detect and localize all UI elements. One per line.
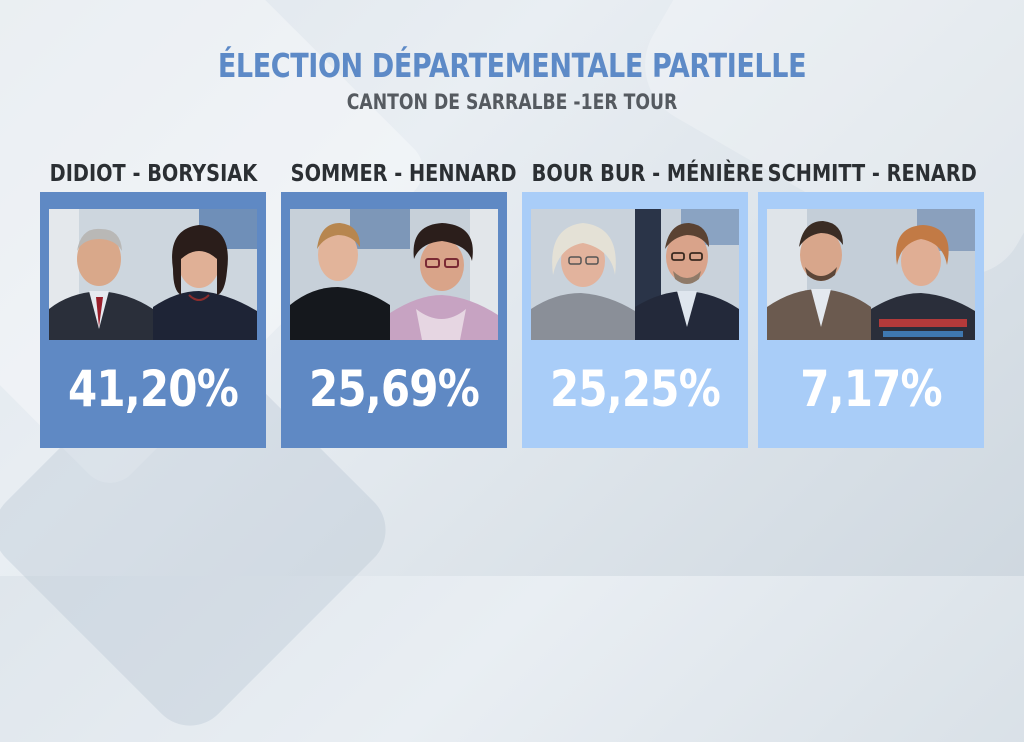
candidate-panel: 25,25% — [522, 192, 748, 448]
candidate-panel: 25,69% — [281, 192, 507, 448]
candidate-results: DIDIOT - BORYSIAK — [40, 156, 984, 452]
candidate-name: SCHMITT - RENARD — [767, 161, 977, 187]
candidate-percentage: 25,69% — [309, 360, 480, 418]
candidate-percentage: 41,20% — [68, 360, 239, 418]
candidate-pair-photo — [49, 209, 257, 340]
candidate-pair-photo — [290, 209, 498, 340]
candidate-name: DIDIOT - BORYSIAK — [49, 161, 258, 187]
page-subtitle: CANTON DE SARRALBE -1ER TOUR — [346, 90, 678, 114]
candidate-percentage: 7,17% — [800, 360, 942, 418]
candidate-name: SOMMER - HENNARD — [290, 161, 517, 187]
candidate-pair-photo — [531, 209, 739, 340]
candidate-panel: 7,17% — [758, 192, 984, 448]
candidate-percentage: 25,25% — [550, 360, 721, 418]
candidate-name: BOUR BUR - MÉNIÈRE — [531, 161, 764, 187]
page-title: ÉLECTION DÉPARTEMENTALE PARTIELLE — [217, 46, 807, 85]
candidate-pair-photo — [767, 209, 975, 340]
candidate-panel: 41,20% — [40, 192, 266, 448]
